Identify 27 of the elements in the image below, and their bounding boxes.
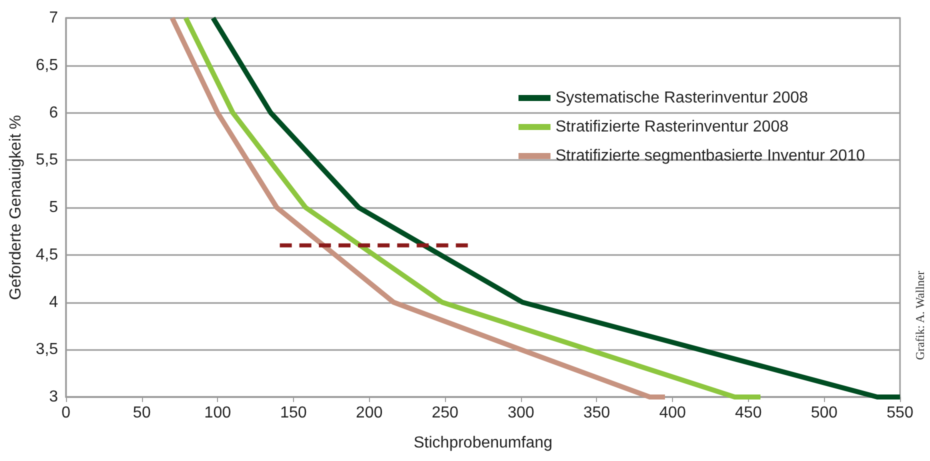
y-tick-label: 6 xyxy=(49,104,58,122)
x-tick-label: 0 xyxy=(62,404,71,422)
x-axis-title: Stichprobenumfang xyxy=(414,434,552,452)
x-tick-label: 100 xyxy=(204,404,232,422)
legend-label: Stratifizierte segmentbasierte Inventur 2010 xyxy=(556,148,866,164)
y-tick-label: 4 xyxy=(49,294,58,311)
x-tick-label: 350 xyxy=(583,404,610,422)
y-tick-label: 4,5 xyxy=(36,246,58,264)
x-tick-label: 450 xyxy=(735,404,762,422)
y-axis-title: Geforderte Genauigkeit % xyxy=(8,115,24,300)
text: Grafik: A. Wallner xyxy=(913,270,927,360)
y-tick-label: 3,5 xyxy=(36,341,58,358)
x-tick-label: 400 xyxy=(659,404,686,422)
x-tick-label: 250 xyxy=(432,404,459,422)
y-tick-label: 7 xyxy=(49,10,58,26)
x-tick-label: 550 xyxy=(886,404,914,422)
x-tick-label: 300 xyxy=(508,404,534,422)
y-tick-label: 6,5 xyxy=(36,56,58,74)
legend-label: Systematische Rasterinventur 2008 xyxy=(556,90,808,106)
y-tick-label: 3 xyxy=(49,388,58,406)
x-tick-label: 150 xyxy=(280,404,307,422)
legend-label: Stratifizierte Rasterinventur 2008 xyxy=(556,118,789,136)
y-tick-label: 5,5 xyxy=(36,152,58,169)
x-tick-label: 50 xyxy=(132,404,151,422)
y-tick-label: 5 xyxy=(49,199,58,216)
x-tick-label: 500 xyxy=(810,404,838,422)
x-tick-label: 200 xyxy=(356,404,383,422)
